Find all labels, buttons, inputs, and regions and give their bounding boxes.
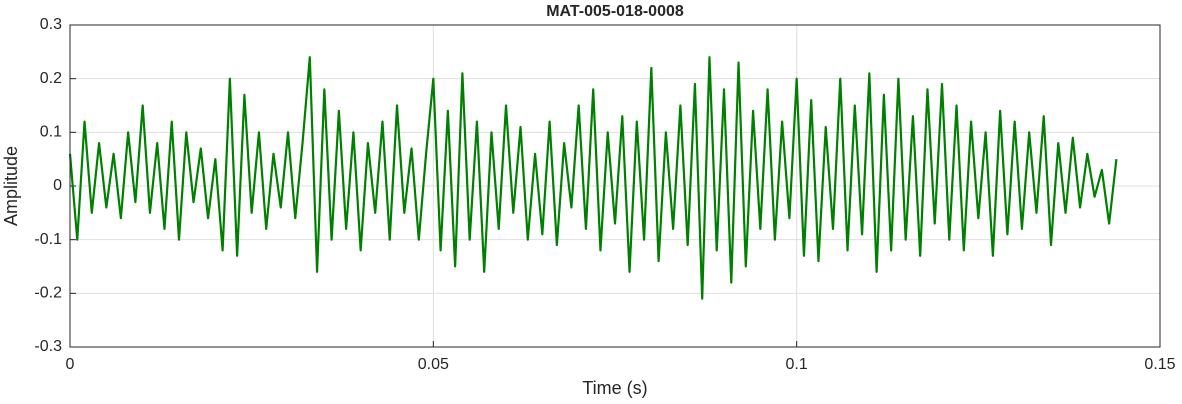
- x-tick-label: 0.1: [786, 356, 808, 373]
- x-tick-label: 0.05: [418, 356, 449, 373]
- y-tick-label: -0.2: [34, 285, 62, 302]
- data-line: [68, 56, 1118, 300]
- y-tick-label: 0.2: [40, 70, 62, 87]
- y-tick-label: -0.1: [34, 231, 62, 248]
- plot-frame: [69, 24, 1161, 348]
- x-tick-label: 0: [66, 356, 75, 373]
- x-tick-label: 0.15: [1144, 356, 1175, 373]
- y-tick-label: 0: [53, 177, 62, 194]
- y-tick-label: -0.3: [34, 338, 62, 355]
- chart-title: MAT-005-018-0008: [546, 3, 684, 20]
- y-axis-label: Amplitude: [1, 146, 21, 226]
- y-tick-label: 0.1: [40, 124, 62, 141]
- x-axis-label: Time (s): [582, 378, 647, 398]
- y-tick-label: 0.3: [40, 16, 62, 33]
